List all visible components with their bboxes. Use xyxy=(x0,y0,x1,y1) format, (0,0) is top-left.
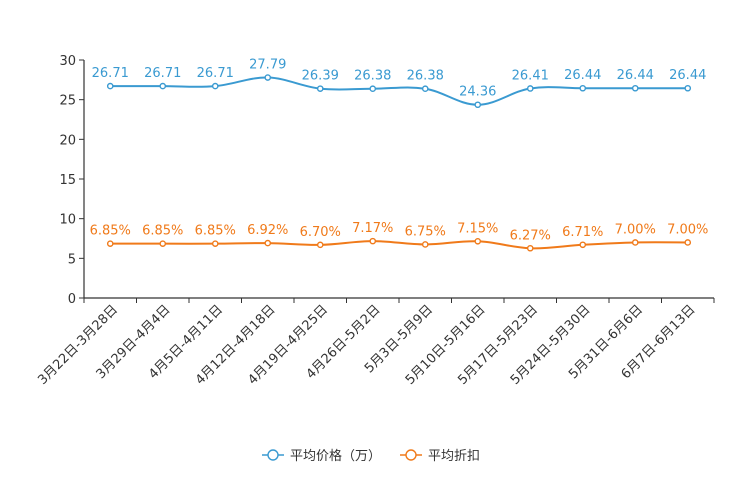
discount-point[interactable] xyxy=(316,241,324,249)
discount-data-label: 6.75% xyxy=(405,224,446,239)
price-point[interactable] xyxy=(474,101,482,109)
discount-data-label: 6.27% xyxy=(510,228,551,243)
y-tick-label: 0 xyxy=(68,292,76,307)
discount-data-label: 7.17% xyxy=(352,221,393,236)
discount-data-label: 6.85% xyxy=(90,224,131,239)
legend-item-price[interactable]: 平均价格（万） xyxy=(262,448,381,464)
price-data-label: 26.44 xyxy=(669,68,706,83)
discount-series-line xyxy=(110,240,688,250)
legend-label: 平均价格（万） xyxy=(290,448,381,464)
price-data-label: 26.71 xyxy=(197,66,234,81)
price-point[interactable] xyxy=(316,85,324,92)
series-lines xyxy=(110,76,688,250)
discount-data-label: 7.00% xyxy=(667,222,708,237)
y-tick-label: 15 xyxy=(59,173,76,188)
discount-data-label: 6.92% xyxy=(247,223,288,238)
price-data-label: 26.44 xyxy=(564,68,601,83)
price-point[interactable] xyxy=(211,82,219,90)
legend[interactable]: 平均价格（万） 平均折扣 xyxy=(262,448,480,464)
discount-data-label: 6.70% xyxy=(300,225,341,240)
y-tick-label: 20 xyxy=(59,133,76,148)
price-data-label: 26.44 xyxy=(617,68,654,83)
price-data-label: 26.71 xyxy=(92,66,129,81)
price-series-line xyxy=(110,76,688,106)
y-tick-label: 30 xyxy=(59,54,76,69)
discount-data-label: 6.71% xyxy=(562,225,603,240)
discount-data-label: 7.00% xyxy=(615,222,656,237)
price-point[interactable] xyxy=(421,85,429,93)
legend-label: 平均折扣 xyxy=(428,449,480,464)
price-point[interactable] xyxy=(264,74,272,81)
price-data-label: 26.39 xyxy=(302,69,339,84)
y-tick-label: 5 xyxy=(68,252,76,267)
price-data-label: 26.38 xyxy=(407,69,444,84)
price-data-label: 24.36 xyxy=(459,85,496,100)
price-point[interactable] xyxy=(106,82,114,90)
price-point[interactable] xyxy=(159,82,167,90)
discount-data-label: 6.85% xyxy=(195,224,236,239)
discount-point[interactable] xyxy=(106,240,114,247)
price-point[interactable] xyxy=(526,85,534,92)
discount-point[interactable] xyxy=(579,241,587,249)
discount-point[interactable] xyxy=(474,237,482,245)
legend-marker-icon xyxy=(267,449,279,461)
discount-point[interactable] xyxy=(159,240,167,247)
price-data-label: 26.41 xyxy=(512,68,549,83)
discount-data-label: 6.85% xyxy=(142,224,183,239)
series-points xyxy=(106,74,692,252)
price-data-label: 26.71 xyxy=(144,66,181,81)
price-data-label: 27.79 xyxy=(249,58,286,73)
legend-item-discount[interactable]: 平均折扣 xyxy=(400,449,480,464)
discount-point[interactable] xyxy=(526,244,534,252)
discount-point[interactable] xyxy=(264,239,272,247)
discount-point[interactable] xyxy=(684,239,692,246)
y-tick-label: 10 xyxy=(59,213,76,228)
y-tick-label: 25 xyxy=(59,94,76,109)
legend-marker-icon xyxy=(405,449,417,461)
discount-point[interactable] xyxy=(369,237,377,245)
discount-point[interactable] xyxy=(631,239,639,246)
price-point[interactable] xyxy=(631,84,639,92)
discount-point[interactable] xyxy=(421,241,429,248)
discount-data-label: 7.15% xyxy=(457,221,498,236)
price-point[interactable] xyxy=(684,84,692,92)
price-point[interactable] xyxy=(369,85,377,93)
discount-point[interactable] xyxy=(211,240,219,247)
price-data-label: 26.38 xyxy=(354,69,391,84)
price-point[interactable] xyxy=(579,84,587,92)
data-labels: 26.71 26.71 26.71 27.79 26.39 26.38 26.38 24.36… xyxy=(90,58,709,244)
